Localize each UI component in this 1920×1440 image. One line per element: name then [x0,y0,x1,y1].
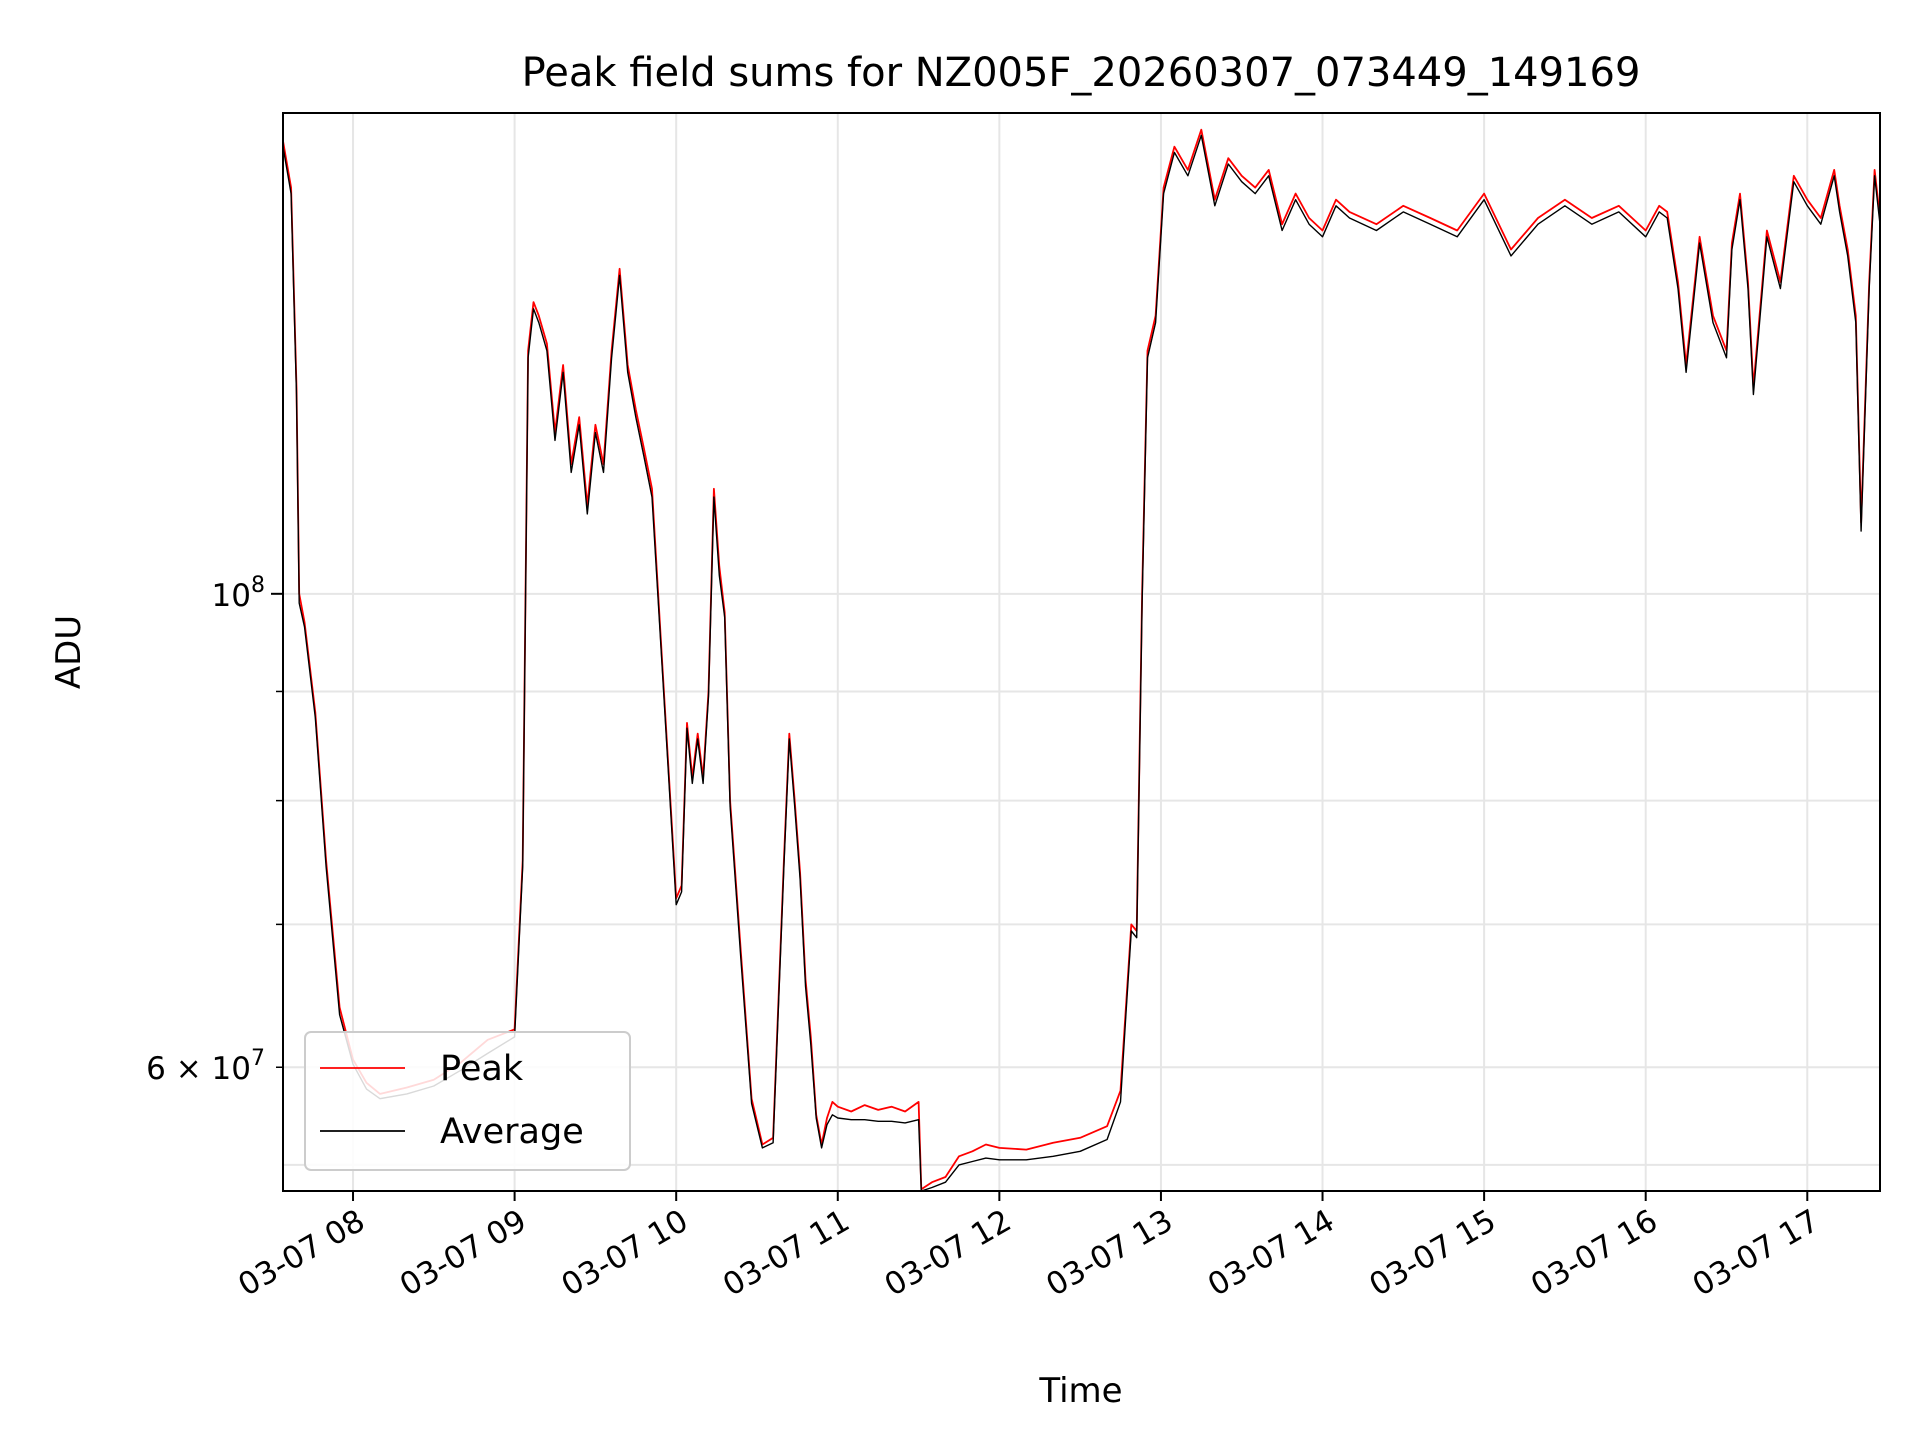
legend: Peak Average [304,1031,631,1171]
chart-title: Peak field sums for NZ005F_20260307_0734… [522,50,1641,96]
y-tick-label-minor: 6 × 107 [146,1046,265,1087]
legend-label-peak: Peak [440,1049,524,1089]
plot-series [283,128,1880,1191]
x-axis-label: Time [1038,1371,1122,1411]
legend-label-average: Average [440,1112,584,1152]
y-tick-label-major: 108 [212,573,265,614]
legend-box [304,1031,631,1171]
plot-frame [282,112,1881,1192]
y-axis-ticks: 108 6 × 107 [146,573,283,1087]
series-line-average [283,134,1880,1191]
y-axis-label: ADU [49,615,89,689]
